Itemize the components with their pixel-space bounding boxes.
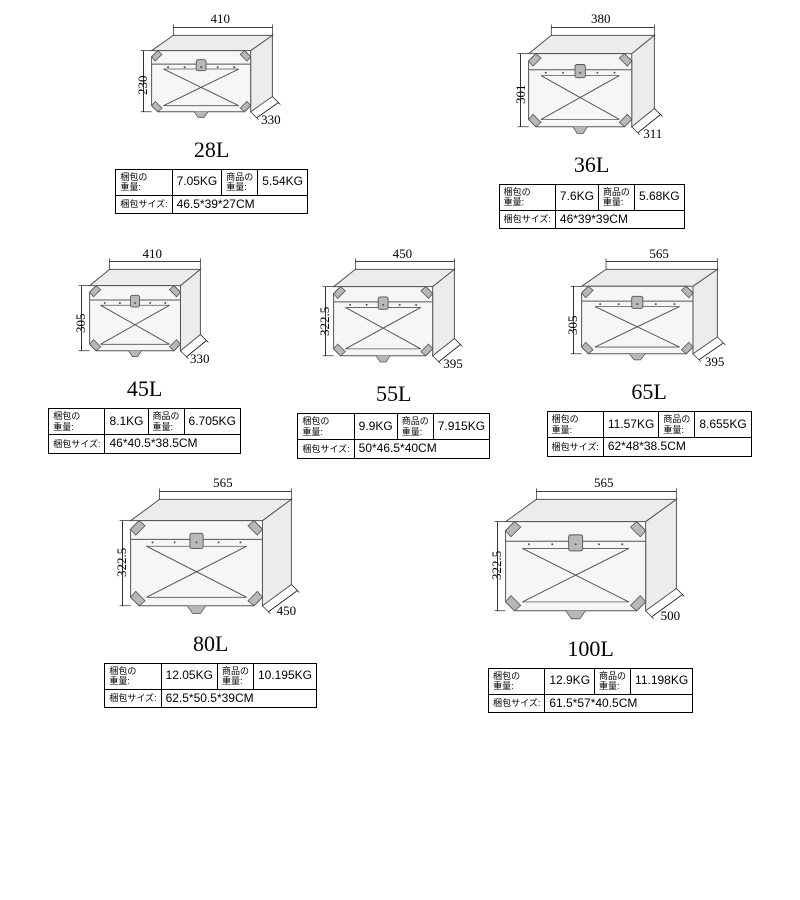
- pack-size-value: 46.5*39*27CM: [172, 195, 307, 214]
- pack-size-label: 梱包サイズ:: [298, 440, 354, 459]
- pack-size-label: 梱包サイズ:: [489, 694, 545, 713]
- capacity-label: 45L: [127, 376, 162, 402]
- capacity-label: 80L: [193, 631, 228, 657]
- capacity-label: 28L: [194, 137, 229, 163]
- pack-size-label: 梱包サイズ:: [116, 195, 172, 214]
- product-28L: 41023033028L梱包の重量:7.05KG商品の重量:5.54KG梱包サイ…: [115, 20, 308, 229]
- pack-weight-label: 梱包の重量:: [298, 414, 354, 440]
- pack-weight-label: 梱包の重量:: [116, 170, 172, 196]
- pack-weight-value: 7.6KG: [555, 185, 598, 211]
- spec-table: 梱包の重量:12.05KG商品の重量:10.195KG 梱包サイズ:62.5*50…: [104, 663, 317, 708]
- spec-table: 梱包の重量:9.9KG商品の重量:7.915KG 梱包サイズ:50*46.5*40…: [297, 413, 490, 458]
- prod-weight-value: 7.915KG: [433, 414, 489, 440]
- dimension-diagram: 380301311: [509, 20, 674, 145]
- capacity-label: 55L: [376, 381, 411, 407]
- dim-depth: 500: [661, 608, 681, 624]
- prod-weight-value: 6.705KG: [184, 409, 240, 435]
- spec-table: 梱包の重量:7.05KG商品の重量:5.54KG 梱包サイズ:46.5*39*27…: [115, 169, 308, 214]
- pack-size-value: 62*48*38.5CM: [603, 438, 751, 457]
- dim-height: 301: [513, 85, 529, 105]
- pack-weight-value: 9.9KG: [354, 414, 397, 440]
- dim-depth: 395: [443, 356, 463, 372]
- dim-width: 565: [594, 475, 614, 491]
- dim-width: 410: [211, 11, 231, 27]
- spec-table: 梱包の重量:7.6KG商品の重量:5.68KG 梱包サイズ:46*39*39CM: [499, 184, 685, 229]
- product-row: 41030533045L梱包の重量:8.1KG商品の重量:6.705KG梱包サイ…: [20, 254, 780, 458]
- dimension-diagram: 410305330: [70, 254, 220, 369]
- prod-weight-value: 8.655KG: [695, 412, 751, 438]
- pack-weight-label: 梱包の重量:: [105, 663, 161, 689]
- dimension-diagram: 565305395: [562, 254, 737, 372]
- product-row: 565322.545080L梱包の重量:12.05KG商品の重量:10.195K…: [20, 484, 780, 713]
- pack-size-label: 梱包サイズ:: [49, 435, 105, 454]
- pack-weight-label: 梱包の重量:: [499, 185, 555, 211]
- product-45L: 41030533045L梱包の重量:8.1KG商品の重量:6.705KG梱包サイ…: [48, 254, 241, 458]
- prod-weight-label: 商品の重量:: [659, 412, 695, 438]
- product-55L: 450322.539555L梱包の重量:9.9KG商品の重量:7.915KG梱包…: [297, 254, 490, 458]
- product-36L: 38030131136L梱包の重量:7.6KG商品の重量:5.68KG梱包サイズ…: [499, 20, 685, 229]
- product-100L: 565322.5500100L梱包の重量:12.9KG商品の重量:11.198K…: [486, 484, 696, 713]
- pack-weight-label: 梱包の重量:: [489, 668, 545, 694]
- capacity-label: 65L: [631, 379, 666, 405]
- pack-size-label: 梱包サイズ:: [499, 210, 555, 229]
- prod-weight-value: 5.54KG: [258, 170, 308, 196]
- dim-height: 305: [565, 315, 581, 335]
- pack-size-value: 61.5*57*40.5CM: [545, 694, 693, 713]
- pack-weight-value: 12.05KG: [161, 663, 217, 689]
- pack-size-value: 50*46.5*40CM: [354, 440, 489, 459]
- dim-height: 322.5: [114, 548, 130, 577]
- pack-weight-value: 12.9KG: [545, 668, 595, 694]
- dim-width: 410: [143, 246, 163, 262]
- dimension-diagram: 410230330: [132, 20, 292, 130]
- dim-width: 565: [213, 475, 233, 491]
- prod-weight-value: 10.195KG: [253, 663, 316, 689]
- spec-table: 梱包の重量:8.1KG商品の重量:6.705KG 梱包サイズ:46*40.5*38…: [48, 408, 241, 453]
- prod-weight-label: 商品の重量:: [595, 668, 631, 694]
- pack-size-label: 梱包サイズ:: [547, 438, 603, 457]
- dim-depth: 330: [190, 351, 210, 367]
- prod-weight-value: 11.198KG: [631, 668, 693, 694]
- pack-size-label: 梱包サイズ:: [105, 689, 161, 708]
- dim-depth: 311: [643, 126, 662, 142]
- dim-height: 322.5: [489, 551, 505, 580]
- dim-height: 305: [73, 313, 89, 333]
- pack-weight-value: 8.1KG: [105, 409, 148, 435]
- product-65L: 56530539565L梱包の重量:11.57KG商品の重量:8.655KG梱包…: [547, 254, 752, 458]
- dim-width: 450: [393, 246, 413, 262]
- dimension-diagram: 565322.5500: [486, 484, 696, 629]
- spec-table: 梱包の重量:12.9KG商品の重量:11.198KG 梱包サイズ:61.5*57*…: [488, 668, 693, 713]
- pack-size-value: 62.5*50.5*39CM: [161, 689, 316, 708]
- prod-weight-label: 商品の重量:: [217, 663, 253, 689]
- dim-width: 380: [591, 11, 611, 27]
- product-80L: 565322.545080L梱包の重量:12.05KG商品の重量:10.195K…: [104, 484, 317, 713]
- pack-size-value: 46*40.5*38.5CM: [105, 435, 240, 454]
- dim-depth: 395: [705, 354, 725, 370]
- capacity-label: 36L: [574, 152, 609, 178]
- pack-weight-value: 7.05KG: [172, 170, 222, 196]
- dimension-diagram: 450322.5395: [314, 254, 474, 374]
- pack-weight-value: 11.57KG: [603, 412, 658, 438]
- dim-height: 322.5: [317, 306, 333, 335]
- dim-height: 230: [135, 76, 151, 96]
- prod-weight-label: 商品の重量:: [222, 170, 258, 196]
- prod-weight-label: 商品の重量:: [397, 414, 433, 440]
- prod-weight-value: 5.68KG: [634, 185, 684, 211]
- pack-weight-label: 梱包の重量:: [547, 412, 603, 438]
- spec-table: 梱包の重量:11.57KG商品の重量:8.655KG 梱包サイズ:62*48*38…: [547, 411, 752, 456]
- dim-depth: 330: [261, 112, 281, 128]
- product-row: 41023033028L梱包の重量:7.05KG商品の重量:5.54KG梱包サイ…: [20, 20, 780, 229]
- pack-size-value: 46*39*39CM: [555, 210, 684, 229]
- dim-width: 565: [649, 246, 669, 262]
- dimension-diagram: 565322.5450: [111, 484, 311, 624]
- prod-weight-label: 商品の重量:: [598, 185, 634, 211]
- prod-weight-label: 商品の重量:: [148, 409, 184, 435]
- pack-weight-label: 梱包の重量:: [49, 409, 105, 435]
- capacity-label: 100L: [567, 636, 613, 662]
- dim-depth: 450: [277, 603, 297, 619]
